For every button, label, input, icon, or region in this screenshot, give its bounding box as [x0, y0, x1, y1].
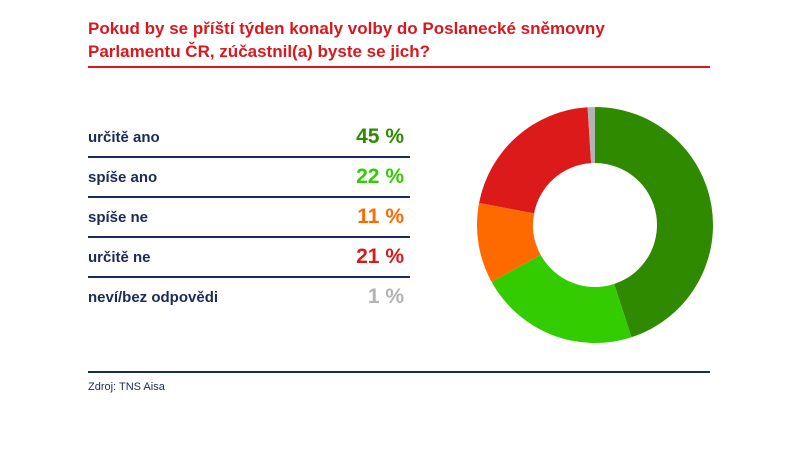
legend-value: 11 %	[357, 205, 404, 228]
donut-chart	[470, 100, 720, 350]
legend-value: 21 %	[356, 245, 404, 268]
legend-label: neví/bez odpovědi	[88, 289, 219, 306]
legend-value: 22 %	[356, 165, 404, 188]
legend-label: určitě ano	[88, 129, 160, 146]
legend-row: určitě ne 21 %	[88, 238, 410, 278]
legend-row: neví/bez odpovědi 1 %	[88, 278, 410, 318]
donut-chart-svg	[477, 107, 713, 343]
legend-value: 1 %	[367, 285, 404, 308]
legend: určitě ano 45 % spíše ano 22 % spíše ne 11 % u…	[88, 118, 410, 318]
donut-slice-2	[491, 254, 632, 343]
title-divider	[88, 66, 710, 68]
footer-divider	[88, 371, 710, 373]
donut-slice-1	[595, 107, 713, 338]
chart-title-line-1: Pokud by se příští týden konaly volby do…	[88, 19, 605, 38]
legend-label: určitě ne	[88, 249, 151, 266]
donut-slice-5	[587, 107, 595, 164]
legend-row: určitě ano 45 %	[88, 118, 410, 158]
legend-label: spíše ano	[88, 169, 158, 186]
source-note: Zdroj: TNS Aisa	[88, 381, 165, 393]
legend-row: spíše ne 11 %	[88, 198, 410, 238]
donut-slice-4	[479, 107, 592, 214]
donut-slice-3	[477, 202, 541, 282]
legend-label: spíše ne	[88, 209, 149, 226]
chart-title: Pokud by se příští týden konaly volby do…	[88, 17, 728, 63]
legend-value: 45 %	[356, 125, 404, 148]
chart-title-line-2: Parlamentu ČR, zúčastnil(a) byste se jic…	[88, 42, 430, 61]
legend-row: spíše ano 22 %	[88, 158, 410, 198]
